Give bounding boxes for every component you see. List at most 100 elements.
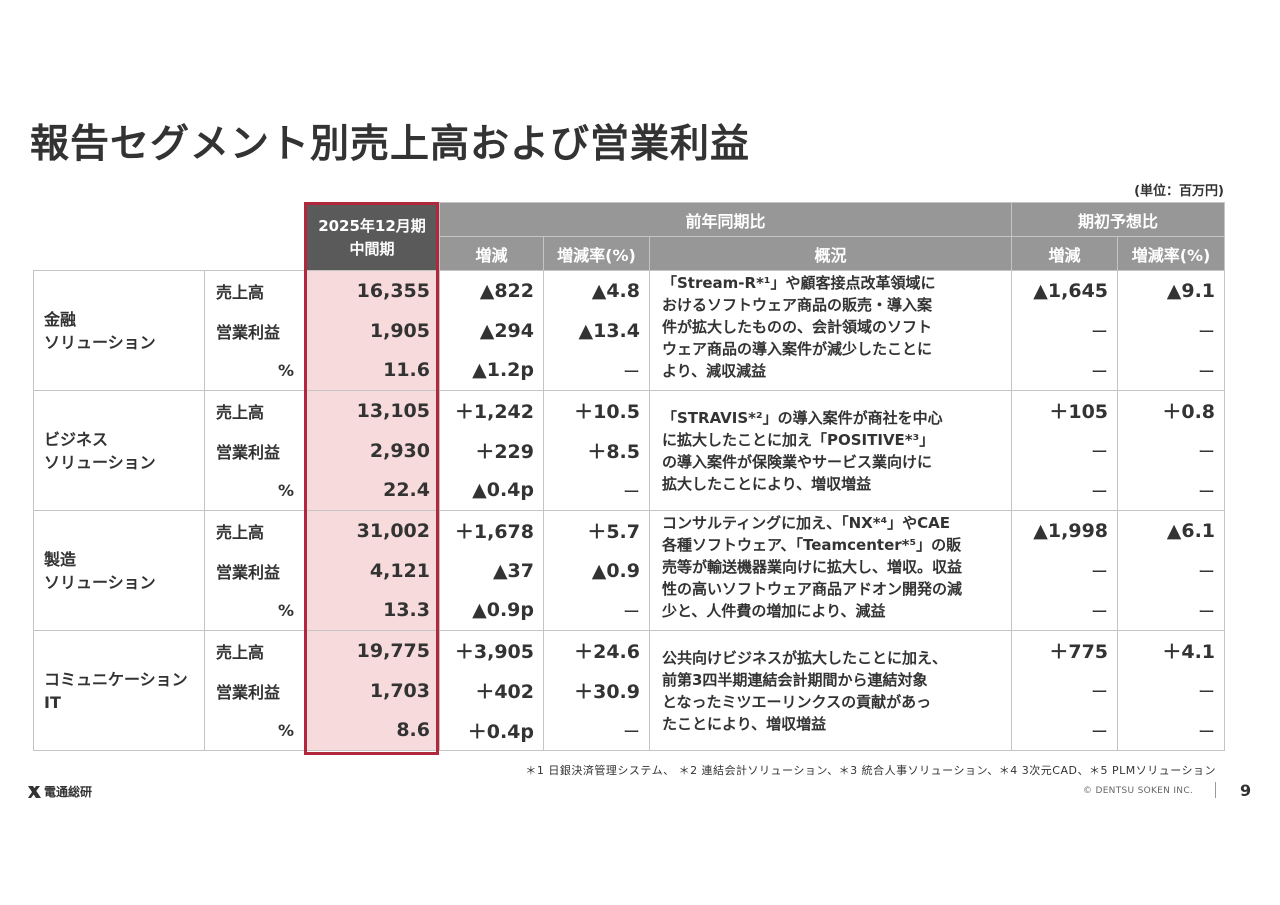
row-label: 売上高 — [204, 390, 305, 431]
overview-line: コンサルティングに加え、「NX*⁴」やCAE — [662, 514, 950, 532]
segment-overview: コンサルティングに加え、「NX*⁴」やCAE 各種ソフトウェア、「Teamcent… — [648, 510, 1013, 631]
page-number: 9 — [1240, 781, 1252, 800]
cell-rate: ▲13.4 — [543, 310, 650, 351]
overview-line: より、減収減益 — [662, 362, 767, 380]
segment-table-body: 金融 ソリューション 売上高 16,355 ▲822 ▲4.8 「Stream-R*¹」や顧… — [33, 270, 1226, 751]
table-row: % 22.4 ▲0.4p ーーー — [34, 470, 1226, 511]
cell-rate: ▲0.9 — [543, 550, 650, 591]
cell-f-rate: ー — [1117, 710, 1226, 751]
cell-change: ▲822 — [439, 270, 544, 311]
cell-value: 19,775 — [304, 630, 440, 671]
cell-change: ▲294 — [439, 310, 544, 351]
row-label: 営業利益 — [204, 670, 305, 711]
cell-f-rate: ー — [1117, 670, 1226, 711]
cell-f-change: ー — [1011, 710, 1119, 751]
cell-value: 2,930 — [304, 430, 440, 471]
cell-value: 4,121 — [304, 550, 440, 591]
cell-f-change: ＋105 — [1011, 390, 1119, 431]
header-overview: 概況 — [648, 236, 1013, 271]
logo-mark-icon — [28, 786, 41, 798]
header-period-line1: 2025年12月期 — [318, 217, 426, 235]
cell-change: ▲0.9p — [439, 590, 544, 631]
table-row: 金融 ソリューション 売上高 16,355 ▲822 ▲4.8 「Stream-R*¹」や顧… — [33, 270, 1226, 391]
segment-overview: 公共向けビジネスが拡大したことに加え、 前第3四半期連結会計期間から連結対象 となっ… — [648, 630, 1013, 751]
header-f-change: 増減 — [1011, 236, 1119, 271]
page-title: 報告セグメント別売上高および営業利益 — [30, 122, 751, 167]
table-row: % 8.6 ＋0.4p ーーー — [34, 710, 1226, 751]
row-label: 売上高 — [204, 510, 305, 551]
segment-name-line: コミュニケーション — [44, 669, 188, 689]
segment-overview: 「STRAVIS*²」の導入案件が商社を中心 に拡大したことに加え「POSITIV… — [648, 390, 1013, 511]
segment-name-line: ソリューション — [44, 332, 156, 352]
header-f-rate: 増減率(%) — [1117, 236, 1226, 271]
overview-line: 前第3四半期連結会計期間から連結対象 — [662, 670, 928, 689]
segment-name-line: ビジネス — [44, 429, 109, 449]
header-period-line2: 中間期 — [349, 240, 395, 258]
row-label: % — [204, 470, 305, 511]
table-row: 製造 ソリューション 売上高 31,002 ＋1,678 ＋5.7 コンサルティングに加え、… — [33, 510, 1226, 631]
segment-name-line: IT — [44, 692, 61, 712]
cell-f-rate: ＋4.1 — [1117, 630, 1226, 671]
segment-name-line: 金融 — [44, 309, 77, 329]
cell-f-rate: ー — [1117, 550, 1226, 591]
cell-change: ＋0.4p — [439, 710, 544, 751]
cell-value: 13.3 — [304, 590, 440, 631]
overview-line: ウェア商品の導入案件が減少したことに — [662, 340, 933, 358]
row-label: 営業利益 — [204, 430, 305, 471]
cell-f-change: ー — [1011, 430, 1119, 471]
cell-rate: ＋5.7 — [543, 510, 650, 551]
cell-f-change: ー — [1011, 670, 1119, 711]
overview-line: 各種ソフトウェア、「Teamcenter*⁵」の販 — [662, 536, 962, 554]
header-blank — [33, 202, 305, 271]
footer-divider — [1215, 782, 1216, 798]
cell-value: 13,105 — [304, 390, 440, 431]
header-rate: 増減率(%) — [543, 236, 650, 271]
overview-line: 売等が輸送機器業向けに拡大し、増収。収益 — [662, 558, 963, 576]
cell-rate: ▲4.8 — [543, 270, 650, 311]
cell-f-rate: ー — [1117, 470, 1226, 511]
cell-f-rate: ▲9.1 — [1117, 270, 1226, 311]
cell-f-change: ＋775 — [1011, 630, 1119, 671]
header-period: 2025年12月期 中間期 — [304, 202, 440, 271]
cell-f-rate: ー — [1117, 350, 1226, 391]
cell-rate: ＋24.6 — [543, 630, 650, 671]
cell-change: ＋1,678 — [439, 510, 544, 551]
cell-rate: ー — [543, 710, 650, 751]
segment-name-line: ソリューション — [44, 452, 156, 472]
cell-rate: ー — [543, 470, 650, 511]
cell-change: ▲1.2p — [439, 350, 544, 391]
cell-value: 1,905 — [304, 310, 440, 351]
logo-text: 電通総研 — [44, 785, 93, 799]
overview-line: 拡大したことにより、増収増益 — [662, 474, 872, 493]
cell-f-change: ー — [1011, 550, 1119, 591]
cell-value: 22.4 — [304, 470, 440, 511]
overview-line: に拡大したことに加え「POSITIVE*³」 — [662, 430, 935, 449]
header-yoy: 前年同期比 — [438, 202, 1013, 237]
cell-change: ＋1,242 — [439, 390, 544, 431]
segment-name: 金融 ソリューション — [33, 270, 205, 391]
overview-line: 「Stream-R*¹」や顧客接点改革領域に — [662, 274, 936, 292]
table-row: コミュニケーション IT 売上高 19,775 ＋3,905 ＋24.6 公共向けビジネスが… — [33, 630, 1226, 751]
cell-f-change: ー — [1011, 470, 1119, 511]
segment-name: ビジネスソリューション — [33, 390, 205, 511]
cell-f-rate: ＋0.8 — [1117, 390, 1226, 431]
cell-rate: ー — [543, 590, 650, 631]
table-row: % 11.6 ▲1.2p ーーー — [34, 350, 1226, 391]
cell-rate: ー — [543, 350, 650, 391]
overview-line: 公共向けビジネスが拡大したことに加え、 — [662, 648, 948, 667]
copyright: © DENTSU SOKEN INC. — [1083, 786, 1194, 796]
overview-line: 少と、人件費の増加により、減益 — [662, 602, 886, 620]
cell-rate: ＋10.5 — [543, 390, 650, 431]
table-row: ビジネス ソリューション 売上高 13,105 ＋1,242 ＋10.5 「STRAVIS*… — [33, 390, 1226, 511]
row-label: % — [204, 350, 305, 391]
footnote: ＊1 日銀決済管理システム、 ＊2 連結会計ソリューション、＊3 統合人事ソリュ… — [525, 764, 1216, 777]
table-row: 営業利益 4,121 ▲37 ▲0.9 ーー — [34, 550, 1226, 591]
row-label: 営業利益 — [204, 550, 305, 591]
company-logo: 電通総研 — [27, 783, 92, 800]
row-label: % — [204, 710, 305, 751]
unit-label: (単位：百万円) — [1134, 184, 1224, 199]
cell-change: ▲0.4p — [439, 470, 544, 511]
table-row: 営業利益 1,905 ▲294 ▲13.4 ーー — [34, 310, 1226, 351]
header-change: 増減 — [439, 236, 544, 271]
row-label: 営業利益 — [204, 310, 305, 351]
